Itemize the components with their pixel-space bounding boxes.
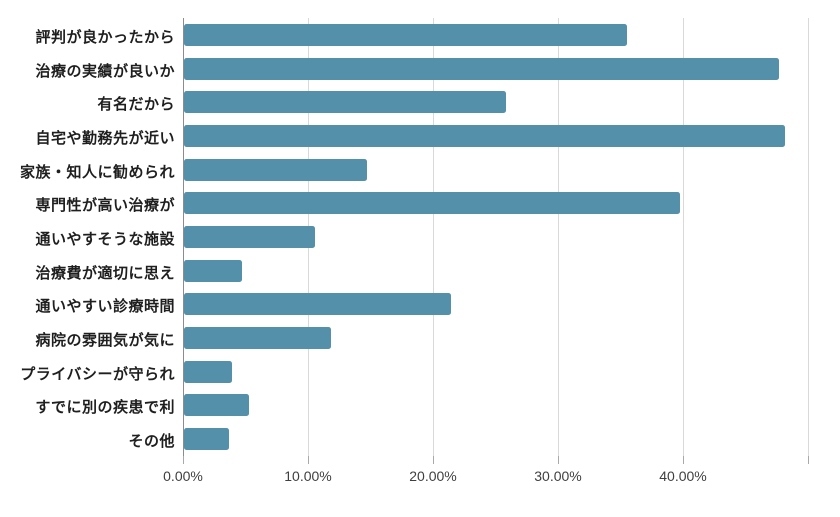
category-label: 専門性が高い治療が [35, 197, 175, 215]
x-tick-mark [683, 456, 684, 464]
gridline [558, 18, 559, 463]
category-label: 家族・知人に勧められ [19, 163, 175, 181]
bar [183, 158, 368, 181]
x-tick-label: 20.00% [409, 468, 457, 484]
category-label: プライバシーが守られ [20, 365, 175, 383]
bar [183, 259, 243, 282]
category-label: 病院の雰囲気が気に [35, 332, 175, 350]
bar [183, 124, 785, 147]
bar [183, 91, 506, 114]
x-tick-mark [558, 456, 559, 464]
bar [183, 327, 331, 350]
category-label: 治療の実績が良いか [35, 62, 175, 80]
gridline [433, 18, 434, 463]
x-tick-mark [808, 456, 809, 464]
bar [183, 192, 680, 215]
category-label: 通いやすそうな施設 [35, 231, 175, 248]
category-label: すでに別の疾患で利 [35, 399, 175, 417]
x-tick-mark [183, 456, 184, 464]
category-label: 通いやすい診療時間 [35, 298, 175, 316]
category-label: 有名だから [97, 96, 175, 114]
category-label: 評判が良かったから [35, 28, 175, 46]
x-tick-mark [433, 456, 434, 464]
category-label: 治療費が適切に思え [35, 264, 175, 282]
bar [183, 360, 233, 383]
bar [183, 226, 315, 248]
gridline [683, 18, 684, 463]
bar [183, 293, 451, 316]
x-tick-label: 10.00% [284, 468, 332, 484]
category-label: 自宅や勤務先が近い [35, 129, 175, 147]
x-tick-label: 40.00% [659, 468, 707, 484]
plot-area [183, 18, 809, 464]
x-tick-label: 0.00% [163, 468, 203, 484]
gridline [808, 18, 809, 463]
x-tick-mark [308, 456, 309, 464]
bar [183, 394, 249, 417]
bar [183, 57, 779, 80]
bar [183, 428, 229, 451]
category-label: その他 [128, 433, 175, 451]
x-tick-label: 30.00% [534, 468, 582, 484]
bar [183, 23, 628, 46]
